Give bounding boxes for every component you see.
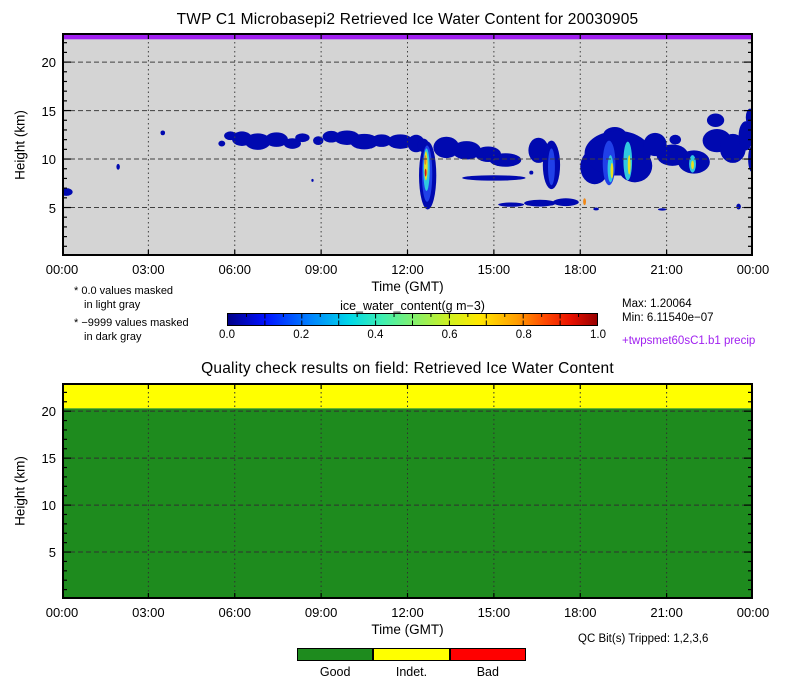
masked-note-2-line-1: * −9999 values masked [74,317,189,329]
qc-y-tick-10: 10 [41,498,56,513]
qc-x-tick: 15:00 [477,605,511,620]
iwc-y-tick-20: 20 [41,55,56,70]
qc-x-tick: 09:00 [304,605,338,620]
qc-x-tick: 12:00 [391,605,424,620]
colorbar-labels: 0.0 0.2 0.4 0.6 0.8 1.0 [219,329,606,343]
colorbar-label: 0.6 [441,329,458,341]
qc-legend-swatch-indet [373,648,450,661]
iwc-x-tick: 18:00 [563,262,597,277]
qc-legend-bar [297,648,526,661]
qc-x-ticks: 00:00 03:00 06:00 09:00 12:00 15:00 18:0… [46,605,770,621]
colorbar-label: 0.2 [293,329,310,341]
min-value-label: Min: 6.11540e−07 [622,312,714,324]
colorbar-label: 0.4 [367,329,384,341]
iwc-x-ticks: 00:00 03:00 06:00 09:00 12:00 15:00 18:0… [46,262,770,278]
qc-x-tick: 18:00 [563,605,597,620]
colorbar-title: ice_water_content(g m−3) [340,299,485,313]
iwc-x-tick: 00:00 [736,262,770,277]
iwc-x-tick: 06:00 [218,262,252,277]
iwc-x-tick: 21:00 [650,262,683,277]
colorbar-label: 1.0 [590,329,606,341]
qc-y-tick-15: 15 [41,451,56,466]
qc-heatmap [62,383,753,599]
qc-bits-tripped-label: QC Bit(s) Tripped: 1,2,3,6 [578,633,709,645]
precip-flag-label: +twpsmet60sC1.b1 precip [622,335,756,347]
iwc-y-tick-5: 5 [48,201,56,216]
qc-legend-labels: Good Indet. Bad [297,665,526,679]
qc-y-tick-20: 20 [41,404,56,419]
max-value-label: Max: 1.20064 [622,298,692,310]
masked-note-1-line-2: in light gray [84,299,141,311]
colorbar-ticks [245,314,580,325]
masked-note-1-line-1: * 0.0 values masked [74,285,174,297]
qc-x-axis-label: Time (GMT) [371,622,444,637]
qc-legend-label-good: Good [319,665,351,679]
iwc-heatmap [62,33,753,256]
iwc-y-tick-15: 15 [41,104,56,119]
iwc-x-tick: 12:00 [391,262,424,277]
iwc-x-tick: 09:00 [304,262,338,277]
iwc-x-tick: 00:00 [45,262,79,277]
qc-y-axis-label: Height (km) [12,456,28,526]
qc-chart-title: Quality check results on field: Retrieve… [201,360,614,377]
qc-legend-swatch-good [297,648,373,661]
masked-note-2-line-2: in dark gray [84,331,142,343]
qc-x-tick: 03:00 [132,605,165,620]
colorbar-label: 0.0 [219,329,235,341]
iwc-y-axis-label: Height (km) [12,110,28,180]
iwc-x-tick: 03:00 [132,262,165,277]
iwc-x-axis-label: Time (GMT) [371,279,444,294]
qc-x-tick: 06:00 [218,605,252,620]
iwc-chart-title: TWP C1 Microbasepi2 Retrieved Ice Water … [176,11,639,28]
qc-legend-label-bad: Bad [476,665,499,679]
iwc-x-tick: 15:00 [477,262,511,277]
qc-x-tick: 00:00 [45,605,79,620]
colorbar-label: 0.8 [515,329,532,341]
qc-y-tick-5: 5 [48,545,56,560]
iwc-plot-area [62,33,753,256]
qc-legend-label-indet: Indet. [395,665,428,679]
qc-legend-swatch-bad [450,648,526,661]
qc-plot-area [62,383,753,599]
qc-x-tick: 00:00 [736,605,770,620]
qc-x-tick: 21:00 [650,605,683,620]
iwc-y-tick-10: 10 [41,152,56,167]
colorbar [227,313,598,326]
